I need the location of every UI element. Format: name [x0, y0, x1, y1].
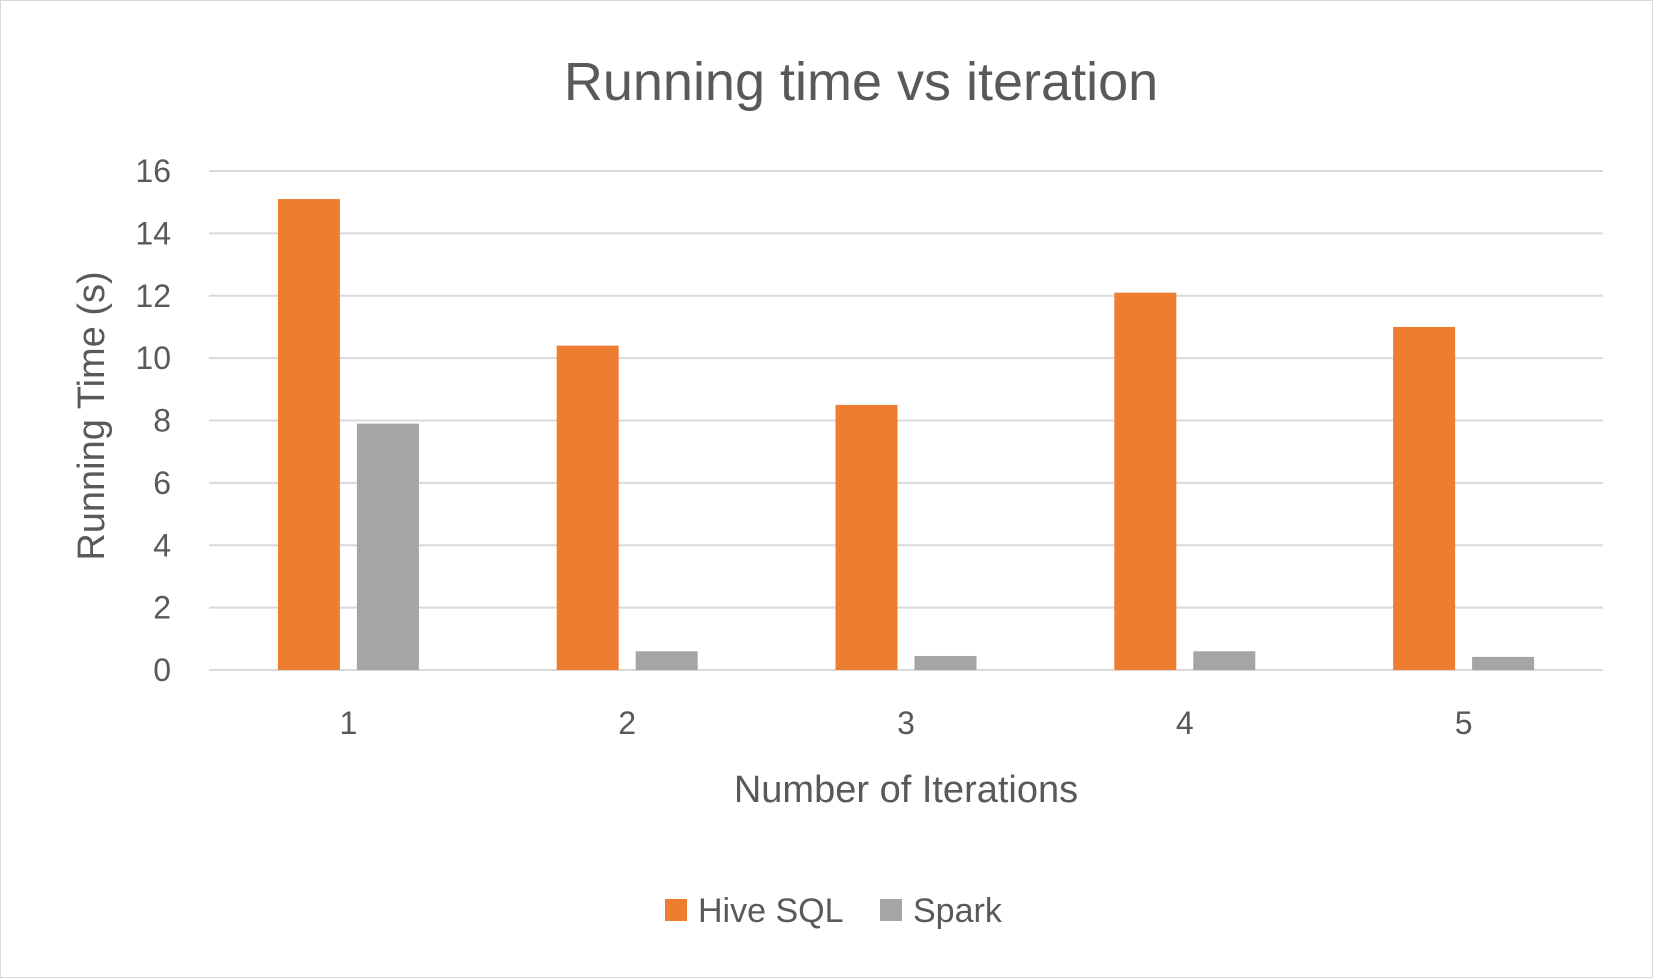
x-axis-label: Number of Iterations — [734, 769, 1078, 811]
y-tick-label: 16 — [135, 153, 171, 189]
bar-hive-sql-2 — [556, 345, 619, 670]
x-tick-label: 3 — [897, 705, 915, 741]
y-axis-label: Running Time (s) — [71, 271, 113, 560]
chart-title: Running time vs iteration — [564, 52, 1158, 112]
bars — [277, 199, 1535, 670]
bar-spark-3 — [914, 655, 977, 670]
x-tick-label: 5 — [1455, 705, 1473, 741]
y-tick-label: 4 — [153, 527, 171, 563]
x-tick-label: 1 — [340, 705, 358, 741]
y-tick-label: 12 — [135, 278, 171, 314]
x-tick-label: 2 — [618, 705, 636, 741]
legend: Hive SQL Spark — [665, 892, 1003, 930]
x-tick-label: 4 — [1176, 705, 1194, 741]
bar-hive-sql-5 — [1393, 326, 1456, 670]
legend-swatch-hive-sql — [665, 899, 687, 921]
y-tick-label: 14 — [135, 215, 171, 251]
bar-hive-sql-4 — [1114, 292, 1177, 670]
bar-hive-sql-3 — [835, 404, 898, 670]
bar-spark-2 — [635, 651, 698, 670]
legend-label: Hive SQL — [698, 892, 844, 930]
legend-swatch-spark — [880, 899, 902, 921]
bar-spark-4 — [1193, 651, 1256, 670]
y-tick-label: 6 — [153, 465, 171, 501]
y-tick-label: 2 — [153, 590, 171, 626]
y-axis-tick-labels: 0 2 4 6 8 10 12 14 16 — [135, 153, 171, 688]
bar-spark-1 — [356, 423, 419, 670]
gridlines — [209, 170, 1603, 609]
bar-hive-sql-1 — [277, 199, 340, 670]
y-tick-label: 8 — [153, 403, 171, 439]
y-tick-label: 10 — [135, 340, 171, 376]
y-tick-label: 0 — [153, 652, 171, 688]
legend-label: Spark — [913, 892, 1003, 930]
bar-spark-5 — [1472, 656, 1535, 670]
x-axis-tick-labels: 1 2 3 4 5 — [340, 705, 1473, 741]
